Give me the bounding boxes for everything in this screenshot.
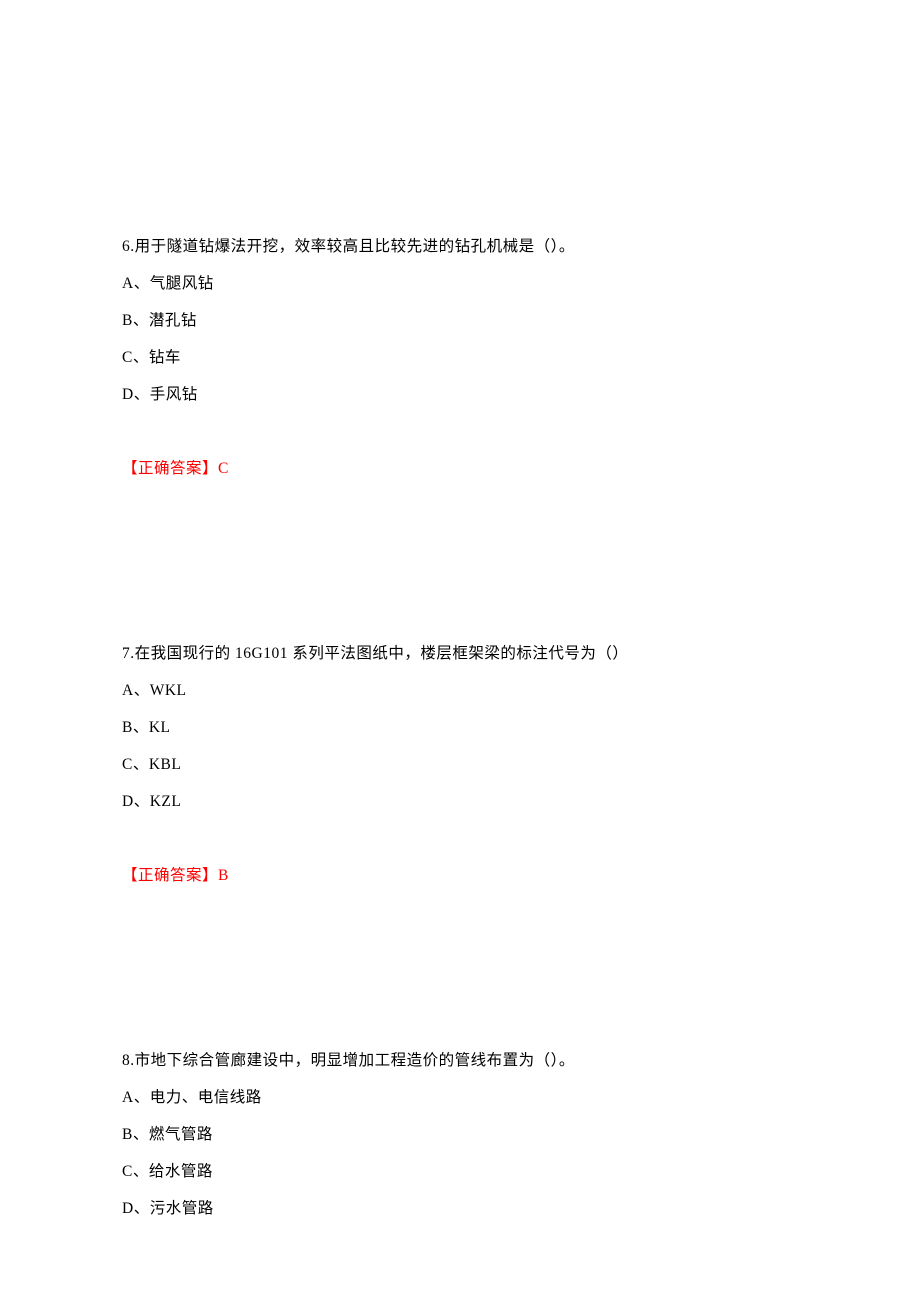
option-c: C、钻车 <box>122 339 798 376</box>
spacer <box>122 820 798 857</box>
option-d: D、KZL <box>122 783 798 820</box>
option-b: B、潜孔钻 <box>122 302 798 339</box>
answer-label: 【正确答案】 <box>122 460 218 477</box>
question-stem: 6.用于隧道钻爆法开挖，效率较高且比较先进的钻孔机械是（）。 <box>122 228 798 265</box>
question-stem: 8.市地下综合管廊建设中，明显增加工程造价的管线布置为（）。 <box>122 1042 798 1079</box>
option-c: C、KBL <box>122 746 798 783</box>
answer-line: 【正确答案】B <box>122 857 798 894</box>
answer-value: B <box>218 867 229 884</box>
answer-value: C <box>218 460 229 477</box>
option-b: B、燃气管路 <box>122 1116 798 1153</box>
answer-label: 【正确答案】 <box>122 867 218 884</box>
spacer <box>122 487 798 635</box>
question-8: 8.市地下综合管廊建设中，明显增加工程造价的管线布置为（）。 A、电力、电信线路… <box>122 1042 798 1227</box>
option-a: A、电力、电信线路 <box>122 1079 798 1116</box>
spacer <box>122 894 798 1042</box>
option-b: B、KL <box>122 709 798 746</box>
option-c: C、给水管路 <box>122 1153 798 1190</box>
question-stem: 7.在我国现行的 16G101 系列平法图纸中，楼层框架梁的标注代号为（） <box>122 635 798 672</box>
option-a: A、WKL <box>122 672 798 709</box>
option-a: A、气腿风钻 <box>122 265 798 302</box>
question-7: 7.在我国现行的 16G101 系列平法图纸中，楼层框架梁的标注代号为（） A、… <box>122 635 798 894</box>
question-6: 6.用于隧道钻爆法开挖，效率较高且比较先进的钻孔机械是（）。 A、气腿风钻 B、… <box>122 228 798 487</box>
document-content: 6.用于隧道钻爆法开挖，效率较高且比较先进的钻孔机械是（）。 A、气腿风钻 B、… <box>122 228 798 1227</box>
answer-line: 【正确答案】C <box>122 450 798 487</box>
option-d: D、手风钻 <box>122 376 798 413</box>
spacer <box>122 413 798 450</box>
option-d: D、污水管路 <box>122 1190 798 1227</box>
